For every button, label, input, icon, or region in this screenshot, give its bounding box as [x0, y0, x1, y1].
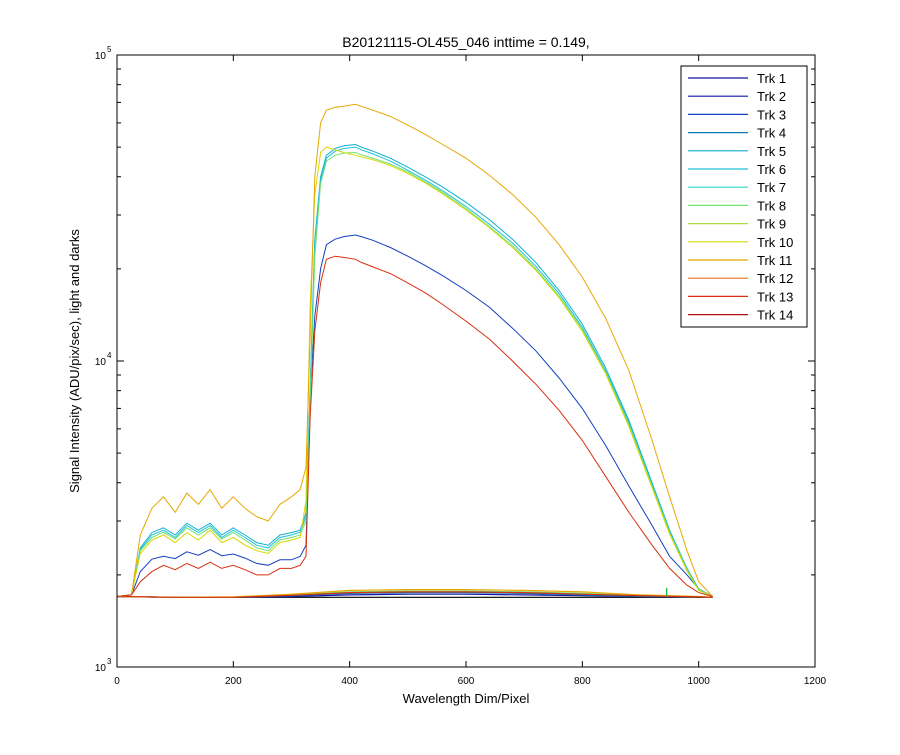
legend-label: Trk 2 [757, 89, 786, 104]
dark-curves [116, 589, 713, 598]
dark-curve-line [116, 591, 713, 598]
legend-label: Trk 8 [757, 198, 786, 213]
legend-label: Trk 11 [757, 253, 792, 268]
legend-label: Trk 5 [757, 144, 786, 159]
legend-label: Trk 10 [757, 235, 793, 250]
legend-label: Trk 6 [757, 162, 786, 177]
legend-label: Trk 1 [757, 71, 786, 86]
x-tick-label: 800 [574, 676, 591, 687]
x-tick-label: 400 [341, 676, 358, 687]
legend: Trk 1 Trk 2 Trk 3 Trk 4 Trk 5 Trk 6 Trk 7 Trk 8… [680, 65, 808, 328]
series-line [116, 255, 713, 597]
chart-title: B20121115-OL455_046 inttime = 0.149, [342, 34, 589, 50]
y-tick-exponent: 4 [107, 351, 112, 360]
legend-label: Trk 9 [757, 217, 786, 232]
y-tick-label: 10 [95, 357, 107, 368]
light-curves [116, 103, 713, 597]
legend-label: Trk 14 [757, 308, 793, 323]
x-axis-label: Wavelength Dim/Pixel [403, 691, 530, 706]
series-line [116, 146, 713, 597]
legend-label: Trk 7 [757, 180, 786, 195]
x-tick-label: 1000 [688, 676, 711, 687]
legend-box [680, 65, 808, 328]
x-tick-label: 200 [225, 676, 242, 687]
x-tick-label: 0 [114, 676, 120, 687]
y-axis-label: Signal Intensity (ADU/pix/sec), light an… [67, 229, 82, 493]
series-line [116, 103, 713, 597]
series-line [116, 146, 713, 597]
legend-label: Trk 4 [757, 126, 786, 141]
legend-label: Trk 12 [757, 271, 793, 286]
y-tick-exponent: 5 [107, 45, 112, 54]
legend-label: Trk 13 [757, 289, 793, 304]
y-tick-label: 10 [95, 51, 107, 62]
x-tick-label: 600 [458, 676, 475, 687]
x-tick-label: 1200 [804, 676, 827, 687]
series-line [116, 143, 713, 597]
y-tick-label: 10 [95, 663, 107, 674]
legend-label: Trk 3 [757, 107, 786, 122]
series-line [116, 234, 713, 597]
y-tick-exponent: 3 [107, 657, 112, 666]
series-line [116, 151, 713, 597]
